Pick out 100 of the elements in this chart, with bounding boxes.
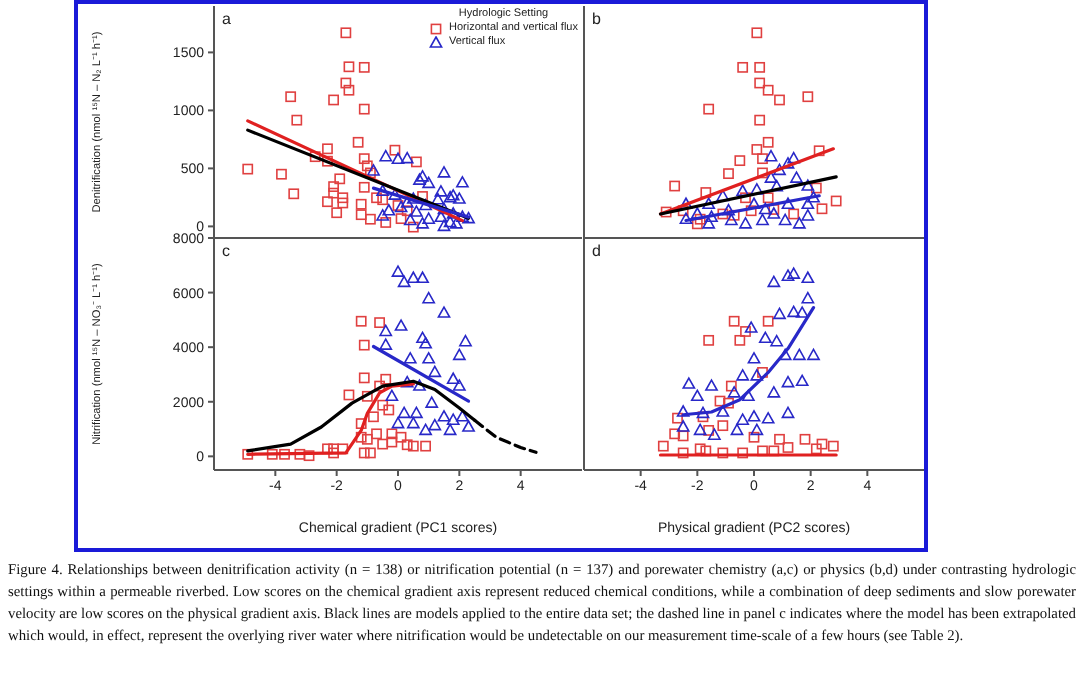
point	[397, 406, 411, 419]
point	[420, 440, 431, 452]
point	[355, 315, 367, 327]
point	[751, 27, 763, 39]
point	[736, 369, 750, 381]
point	[750, 369, 764, 381]
point	[416, 271, 429, 284]
point	[781, 406, 795, 419]
point	[705, 379, 718, 391]
point	[754, 114, 766, 126]
point	[340, 77, 352, 89]
point	[758, 202, 772, 215]
point	[676, 405, 690, 417]
point	[391, 265, 405, 277]
point	[379, 324, 393, 337]
point	[383, 404, 395, 416]
point	[443, 423, 457, 436]
point	[691, 218, 703, 230]
point	[657, 440, 669, 452]
point	[810, 443, 822, 455]
point	[352, 136, 364, 148]
point	[762, 84, 774, 96]
point	[386, 436, 398, 448]
point	[788, 208, 800, 220]
point	[358, 339, 370, 351]
point	[309, 151, 321, 163]
point	[446, 372, 460, 385]
point	[355, 209, 367, 221]
point	[331, 207, 343, 219]
point	[371, 192, 382, 204]
point	[328, 181, 339, 193]
point	[328, 447, 339, 459]
point	[799, 433, 811, 445]
point	[365, 447, 376, 459]
point	[422, 212, 436, 225]
point	[734, 334, 746, 346]
point	[761, 412, 775, 424]
point	[361, 390, 373, 402]
annotation: d	[592, 242, 601, 260]
point	[416, 331, 429, 344]
point	[774, 94, 785, 106]
point	[830, 195, 842, 207]
point	[452, 379, 466, 391]
point	[700, 187, 712, 198]
point	[736, 184, 750, 197]
point	[385, 389, 399, 402]
point	[431, 192, 445, 205]
point	[410, 205, 423, 217]
point	[294, 448, 306, 460]
point	[702, 197, 716, 210]
point	[382, 203, 396, 216]
point	[802, 91, 814, 103]
point	[694, 213, 706, 225]
point	[676, 420, 690, 432]
point	[748, 431, 760, 443]
point	[764, 171, 778, 183]
point	[288, 188, 300, 200]
point	[343, 84, 355, 96]
point	[757, 167, 768, 179]
point	[361, 160, 373, 172]
point	[703, 103, 715, 115]
point	[754, 77, 766, 89]
point	[419, 198, 432, 211]
point	[361, 433, 373, 445]
point	[705, 210, 718, 223]
point	[827, 440, 839, 452]
point	[792, 348, 806, 361]
point	[343, 389, 355, 401]
point	[764, 149, 778, 162]
point	[337, 197, 349, 209]
point	[401, 205, 413, 217]
point	[413, 379, 426, 391]
point	[773, 307, 786, 320]
point	[707, 428, 721, 440]
point	[724, 213, 738, 226]
point	[750, 183, 764, 195]
point	[770, 179, 784, 192]
point	[443, 215, 457, 228]
point	[762, 136, 774, 148]
point	[368, 411, 379, 423]
point	[425, 396, 439, 408]
point	[452, 192, 466, 204]
point	[242, 448, 254, 460]
point	[395, 213, 407, 225]
point	[747, 197, 761, 210]
point	[762, 315, 774, 327]
point	[744, 321, 758, 333]
point	[801, 291, 815, 304]
annotation: a	[222, 10, 231, 28]
point	[696, 406, 710, 419]
point	[379, 338, 393, 350]
point	[406, 271, 420, 284]
point	[747, 351, 761, 364]
point	[391, 152, 405, 165]
point	[716, 405, 730, 417]
point	[722, 203, 735, 216]
point	[672, 412, 683, 424]
point	[781, 157, 795, 169]
point	[767, 386, 781, 398]
point	[389, 144, 401, 156]
